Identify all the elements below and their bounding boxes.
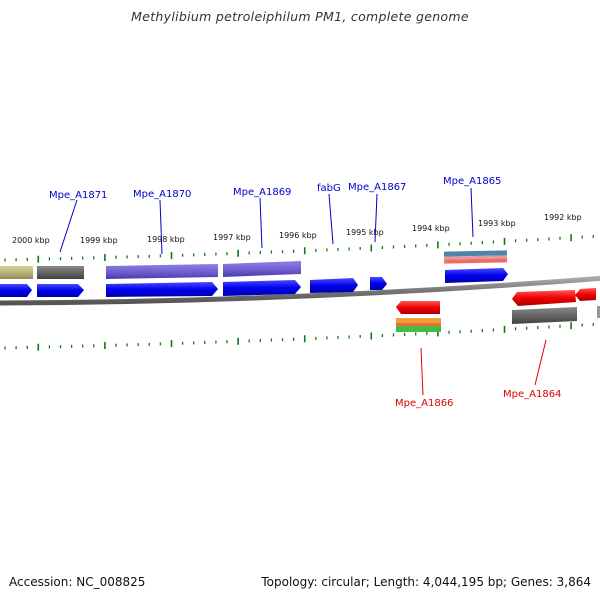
gene-label[interactable]: Mpe_A1869	[233, 187, 291, 198]
domain-bar[interactable]	[444, 258, 508, 264]
gene-arrow[interactable]	[310, 278, 358, 293]
gene-arrow[interactable]	[106, 282, 218, 297]
reverse-genes	[396, 288, 596, 314]
leader-line	[259, 197, 263, 249]
gene-label[interactable]: Mpe_A1867	[348, 182, 406, 193]
gene-arrow[interactable]	[445, 268, 508, 283]
gene-arrow[interactable]	[223, 280, 301, 296]
feature-track-upper	[0, 250, 508, 279]
domain-bar[interactable]	[396, 323, 441, 326]
scale-label: 1998 kbp	[147, 235, 185, 244]
genome-backbone	[0, 275, 600, 306]
forward-genes	[0, 268, 508, 297]
leader-line	[374, 193, 378, 243]
scale-label: 1999 kbp	[80, 236, 118, 245]
domain-bar[interactable]	[223, 261, 301, 277]
leader-line	[534, 339, 547, 386]
scale-label: 1997 kbp	[213, 233, 251, 242]
scale-label: 1992 kbp	[544, 213, 582, 222]
gene-label[interactable]: Mpe_A1870	[133, 189, 191, 200]
scale-label: 1995 kbp	[346, 228, 384, 237]
gene-arrow[interactable]	[37, 284, 84, 297]
gene-arrow[interactable]	[512, 290, 576, 306]
domain-bar[interactable]	[443, 250, 508, 257]
gene-label[interactable]: Mpe_A1865	[443, 176, 501, 187]
outer-scale-ticks	[4, 234, 594, 263]
label-leaders	[59, 187, 547, 396]
domain-bar[interactable]	[106, 264, 218, 279]
accession-info: Accession: NC_008825	[9, 575, 146, 589]
feature-track-lower	[396, 306, 600, 332]
scale-label: 1994 kbp	[412, 224, 450, 233]
scale-label: 1996 kbp	[279, 231, 317, 240]
gene-label[interactable]: fabG	[317, 183, 341, 194]
scale-label: 2000 kbp	[12, 236, 50, 245]
genome-stats: Topology: circular; Length: 4,044,195 bp…	[261, 575, 591, 589]
leader-line	[420, 347, 424, 396]
domain-bar[interactable]	[597, 306, 600, 318]
gene-label[interactable]: Mpe_A1864	[503, 389, 561, 400]
genome-title: Methylibium petroleiphilum PM1, complete…	[131, 9, 469, 24]
gene-arrow[interactable]	[396, 301, 440, 314]
bottom-gene-labels: Mpe_A1866 Mpe_A1864	[395, 389, 561, 409]
scale-label: 1993 kbp	[478, 219, 516, 228]
gene-label[interactable]: Mpe_A1866	[395, 398, 453, 409]
leader-line	[159, 199, 163, 255]
inner-scale-ticks	[4, 322, 594, 351]
leader-line	[59, 199, 78, 253]
domain-bar[interactable]	[37, 266, 84, 279]
gene-arrow[interactable]	[0, 284, 32, 297]
gene-label[interactable]: Mpe_A1871	[49, 190, 107, 201]
scale-labels: 2000 kbp 1999 kbp 1998 kbp 1997 kbp 1996…	[12, 213, 582, 245]
gene-arrow[interactable]	[575, 288, 596, 301]
domain-bar[interactable]	[0, 266, 33, 279]
leader-line	[328, 193, 334, 245]
gene-arrow[interactable]	[370, 277, 387, 290]
domain-bar[interactable]	[444, 255, 508, 260]
domain-bar[interactable]	[396, 318, 441, 323]
top-gene-labels: Mpe_A1871 Mpe_A1870 Mpe_A1869 fabG Mpe_A…	[49, 176, 501, 201]
domain-bar[interactable]	[512, 307, 577, 324]
domain-bar[interactable]	[396, 326, 441, 332]
leader-line	[470, 187, 474, 238]
